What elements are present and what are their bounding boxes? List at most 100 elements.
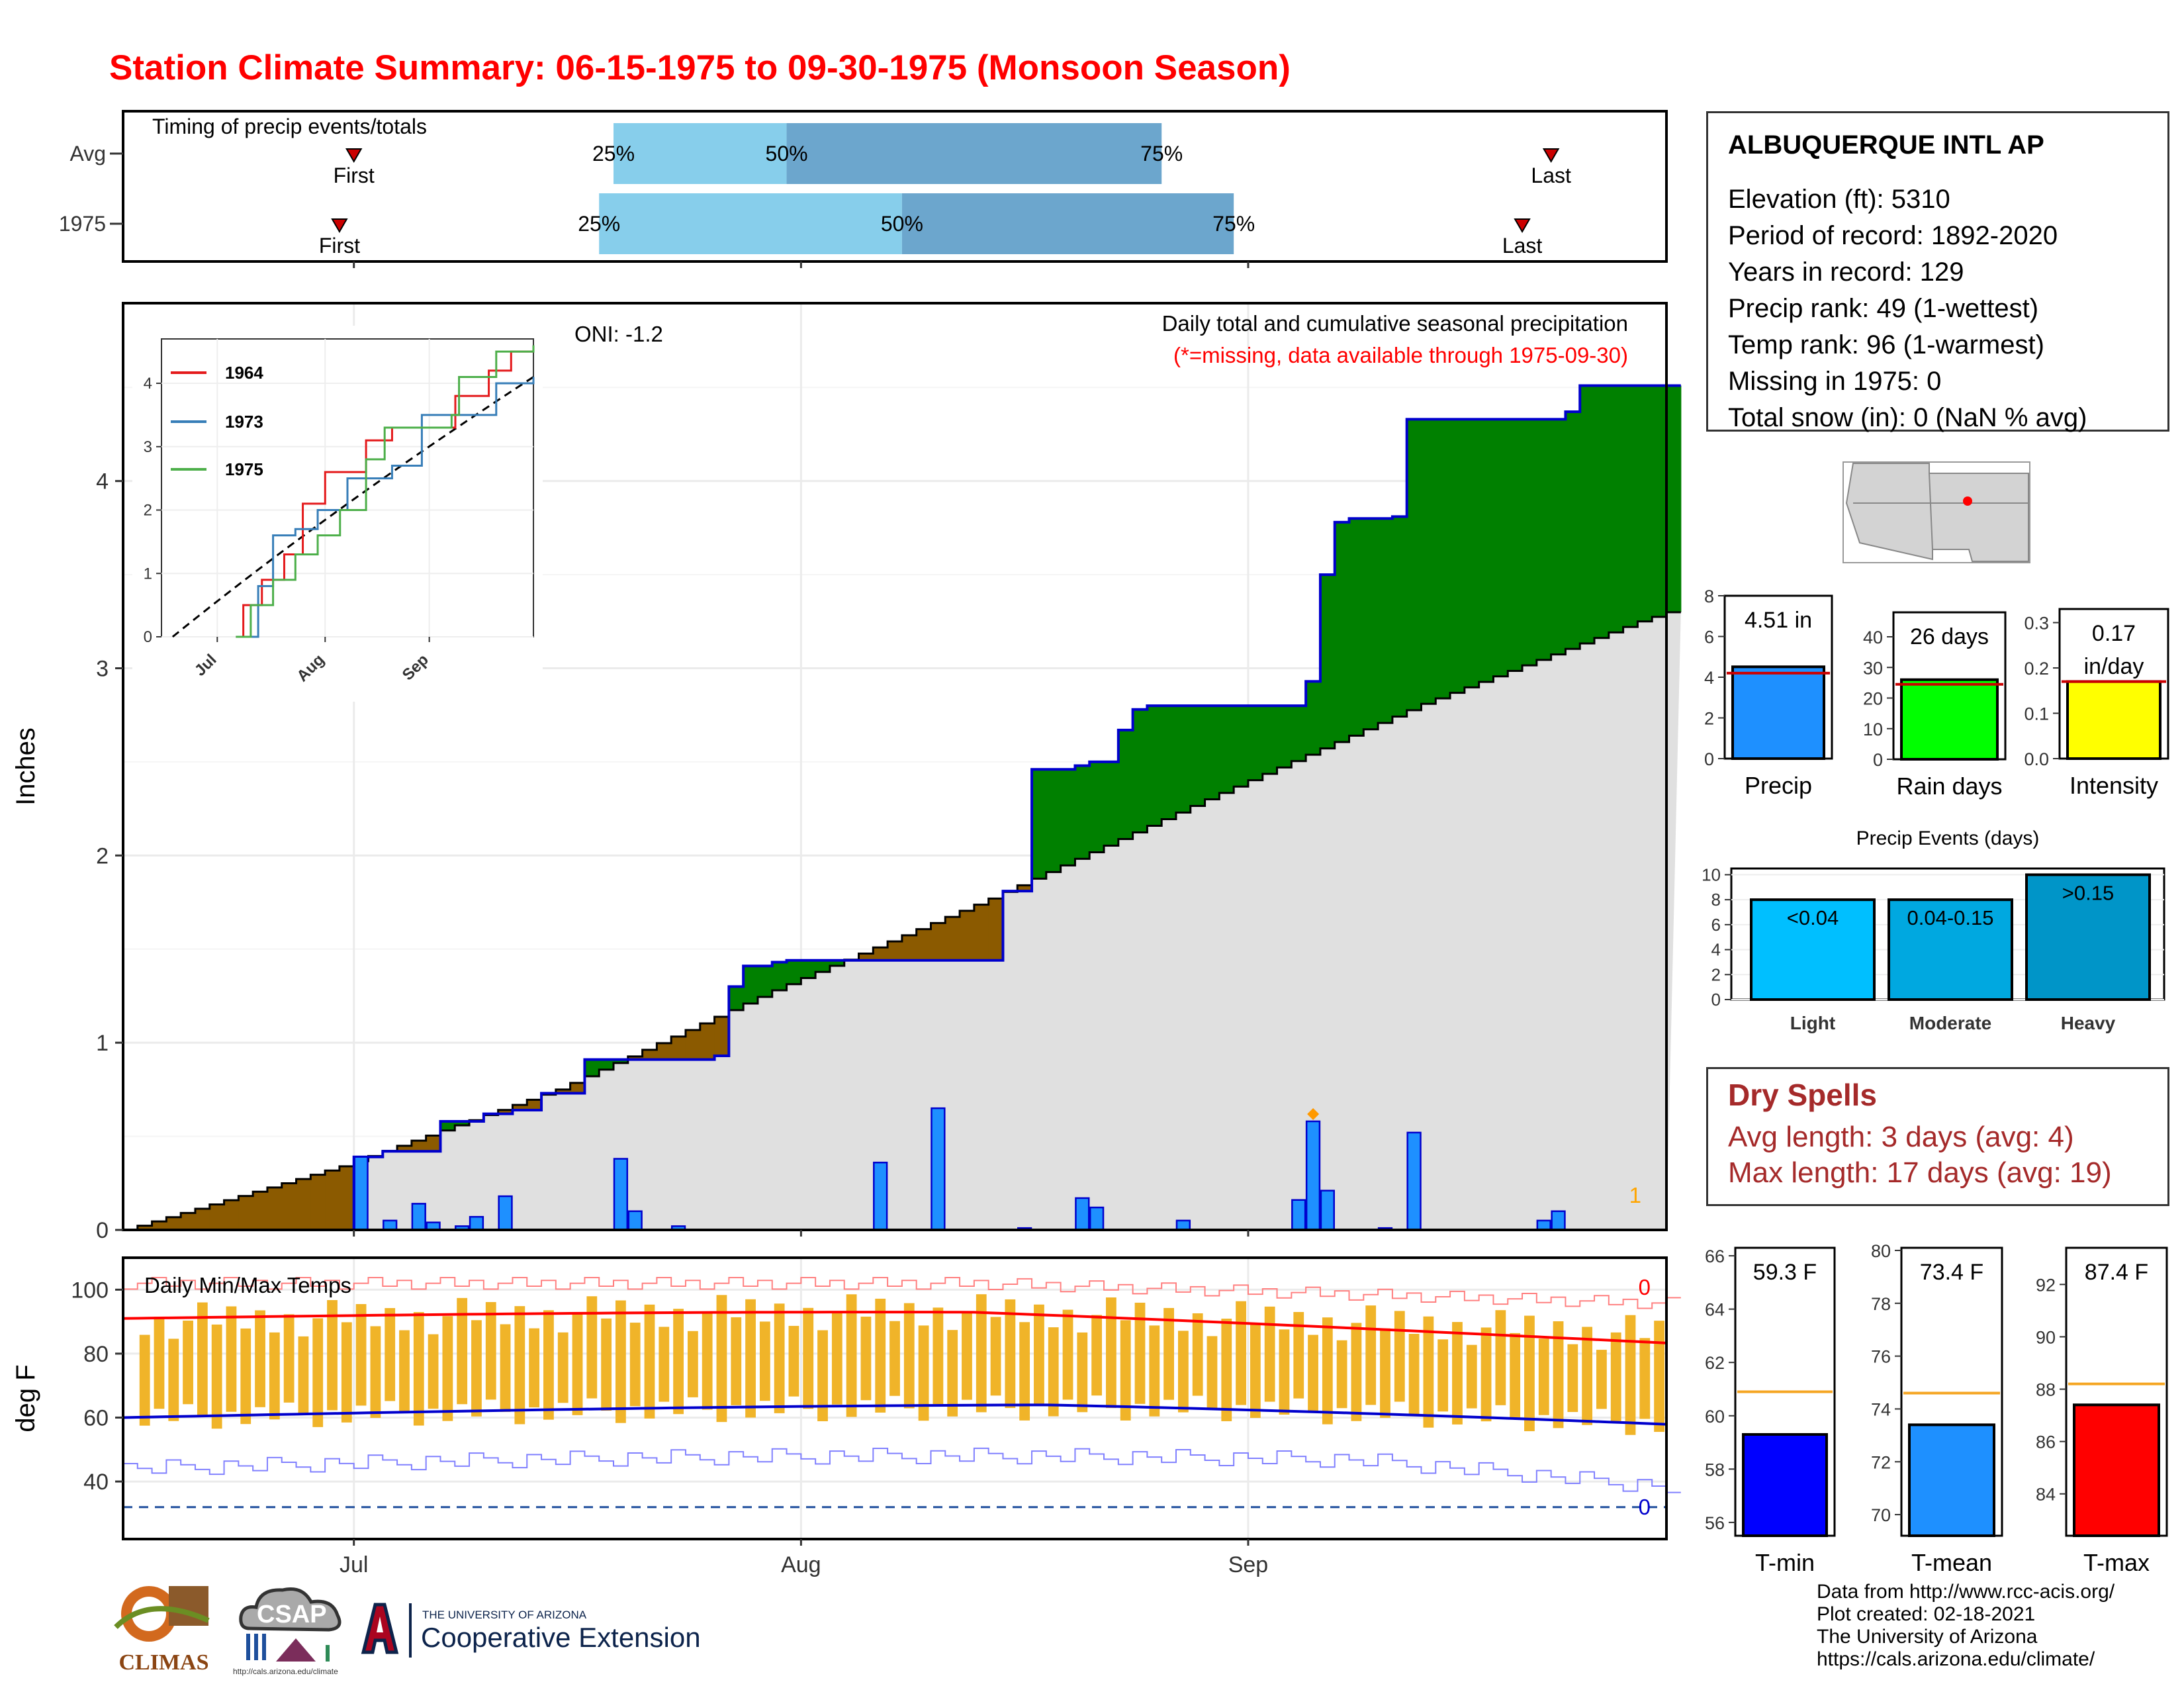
- events-category-label: Moderate: [1909, 1013, 1991, 1033]
- precip-deficit-area: [555, 1089, 571, 1094]
- daily-temp-bar: [687, 1331, 698, 1397]
- daily-temp-bar: [1480, 1327, 1492, 1422]
- mini-y-tick-label: 58: [1705, 1460, 1725, 1479]
- events-bar-label: >0.15: [2062, 881, 2114, 904]
- daily-precip-bar: [1551, 1210, 1566, 1231]
- mini-category-label: T-max: [2083, 1549, 2150, 1576]
- precip-surplus-area: [1392, 516, 1408, 717]
- daily-precip-bar: [627, 1210, 643, 1231]
- precip-deficit-area: [887, 941, 903, 961]
- daily-temp-bar: [629, 1323, 641, 1407]
- daily-temp-bar: [399, 1330, 410, 1414]
- events-y-tick-label: 6: [1711, 915, 1721, 935]
- credit-url: https://cals.arizona.edu/climate/: [1817, 1648, 2095, 1670]
- daily-temp-bar: [1423, 1316, 1434, 1428]
- precip-surplus-area: [1666, 385, 1682, 612]
- precip-deficit-area: [512, 1105, 527, 1110]
- daily-temp-bar: [543, 1310, 554, 1420]
- arizona-a-logo: [361, 1602, 399, 1655]
- precip-y-tick-label: 0: [96, 1218, 109, 1243]
- daily-temp-bar: [1510, 1333, 1521, 1419]
- logo-divider: [409, 1603, 412, 1658]
- precip-surplus-area: [1334, 522, 1350, 742]
- mini-y-tick-label: 86: [2036, 1432, 2056, 1452]
- daily-precip-bar: [1305, 1120, 1321, 1231]
- precip-surplus-area: [1522, 419, 1537, 666]
- mini-y-tick-label: 40: [1863, 628, 1883, 647]
- mini-value-label: 73.4 F: [1920, 1260, 1983, 1285]
- climas-logo-text: CLIMAS: [118, 1650, 209, 1675]
- precip-surplus-area: [1493, 419, 1508, 677]
- mini-y-tick-label: 74: [1871, 1399, 1891, 1419]
- daily-temp-bar: [1149, 1325, 1160, 1417]
- daily-temp-bar: [659, 1327, 670, 1402]
- precip-surplus-area: [614, 1059, 629, 1063]
- daily-temp-bar: [1221, 1319, 1232, 1421]
- daily-temp-bar: [745, 1299, 756, 1418]
- timing-bar-upper-half: [901, 193, 1234, 254]
- mini-y-tick-label: 30: [1863, 658, 1883, 678]
- temp-x-tick-label: Sep: [1228, 1552, 1269, 1577]
- precip-deficit-area: [700, 1023, 715, 1060]
- daily-temp-bar: [529, 1328, 540, 1408]
- daily-temp-bar: [1639, 1338, 1651, 1419]
- daily-precip-bar: [1089, 1206, 1105, 1231]
- daily-temp-bar: [355, 1304, 367, 1406]
- inset-legend-label: 1964: [225, 363, 263, 383]
- precip-deficit-area: [238, 1196, 253, 1230]
- precip-deficit-area: [224, 1200, 239, 1230]
- station-info-box: ALBUQUERQUE INTL AP Elevation (ft): 5310…: [1706, 111, 2169, 432]
- daily-temp-bar: [875, 1298, 886, 1413]
- precip-y-tick-label: 2: [96, 843, 109, 868]
- csap-logo-text: CSAP: [257, 1601, 327, 1628]
- mini-y-tick-label: 92: [2036, 1275, 2056, 1295]
- precip-deficit-area: [714, 1016, 729, 1056]
- precip-surplus-area: [1378, 518, 1393, 724]
- temp-max-count-label: 0: [1639, 1275, 1651, 1299]
- mini-y-tick-label: 62: [1705, 1353, 1725, 1373]
- mini-y-tick-label: 0.2: [2024, 659, 2049, 679]
- daily-temp-bar: [500, 1324, 511, 1412]
- temp-y-tick-label: 60: [83, 1405, 109, 1430]
- daily-temp-bar: [1452, 1322, 1463, 1425]
- daily-temp-bar: [918, 1325, 929, 1421]
- station-missing: Missing in 1975: 0: [1728, 367, 1942, 396]
- ua-logo-line2: Cooperative Extension: [421, 1622, 701, 1653]
- precip-surplus-area: [1551, 419, 1567, 655]
- station-location-marker: [1963, 496, 1972, 506]
- daily-temp-bar: [1380, 1328, 1390, 1418]
- daily-temp-bar: [817, 1330, 828, 1421]
- daily-temp-bar: [168, 1338, 179, 1421]
- events-y-tick-label: 10: [1702, 865, 1721, 884]
- precip-surplus-area: [1060, 769, 1076, 866]
- inset-y-tick-label: 1: [144, 565, 152, 583]
- daily-temp-bar: [889, 1321, 900, 1396]
- daily-temp-bar: [1091, 1315, 1103, 1396]
- timing-first-marker: [331, 218, 348, 233]
- station-precip-rank: Precip rank: 49 (1-wettest): [1728, 294, 2039, 323]
- precip-surplus-area: [1147, 706, 1162, 826]
- mini-y-tick-label: 76: [1871, 1347, 1891, 1367]
- precip-surplus-area: [1175, 706, 1191, 813]
- precip-deficit-area: [426, 1135, 441, 1152]
- daily-temp-bar: [1177, 1331, 1189, 1413]
- precip-deficit-area: [570, 1082, 586, 1094]
- daily-temp-bar: [1279, 1329, 1290, 1415]
- events-title: Precip Events (days): [1856, 827, 2040, 849]
- precip-deficit-area: [181, 1213, 196, 1230]
- daily-temp-bar: [1553, 1321, 1564, 1429]
- daily-precip-bar: [1075, 1197, 1090, 1231]
- daily-precip-bar: [1291, 1199, 1306, 1231]
- daily-temp-bar: [731, 1317, 742, 1405]
- daily-temp-bar: [1365, 1305, 1377, 1405]
- mini-y-tick-label: 78: [1871, 1294, 1891, 1314]
- daily-temp-bar: [457, 1297, 468, 1405]
- precip-deficit-area: [411, 1141, 427, 1152]
- temp-y-axis-label: deg F: [11, 1364, 40, 1432]
- mini-value-label: 87.4 F: [2085, 1260, 2148, 1285]
- precip-deficit-area: [296, 1179, 311, 1230]
- daily-temp-bar: [1048, 1327, 1059, 1417]
- mini-value-label: 0.17: [2092, 621, 2136, 646]
- temp-min-count-label: 0: [1639, 1495, 1651, 1519]
- daily-temp-bar: [211, 1324, 222, 1429]
